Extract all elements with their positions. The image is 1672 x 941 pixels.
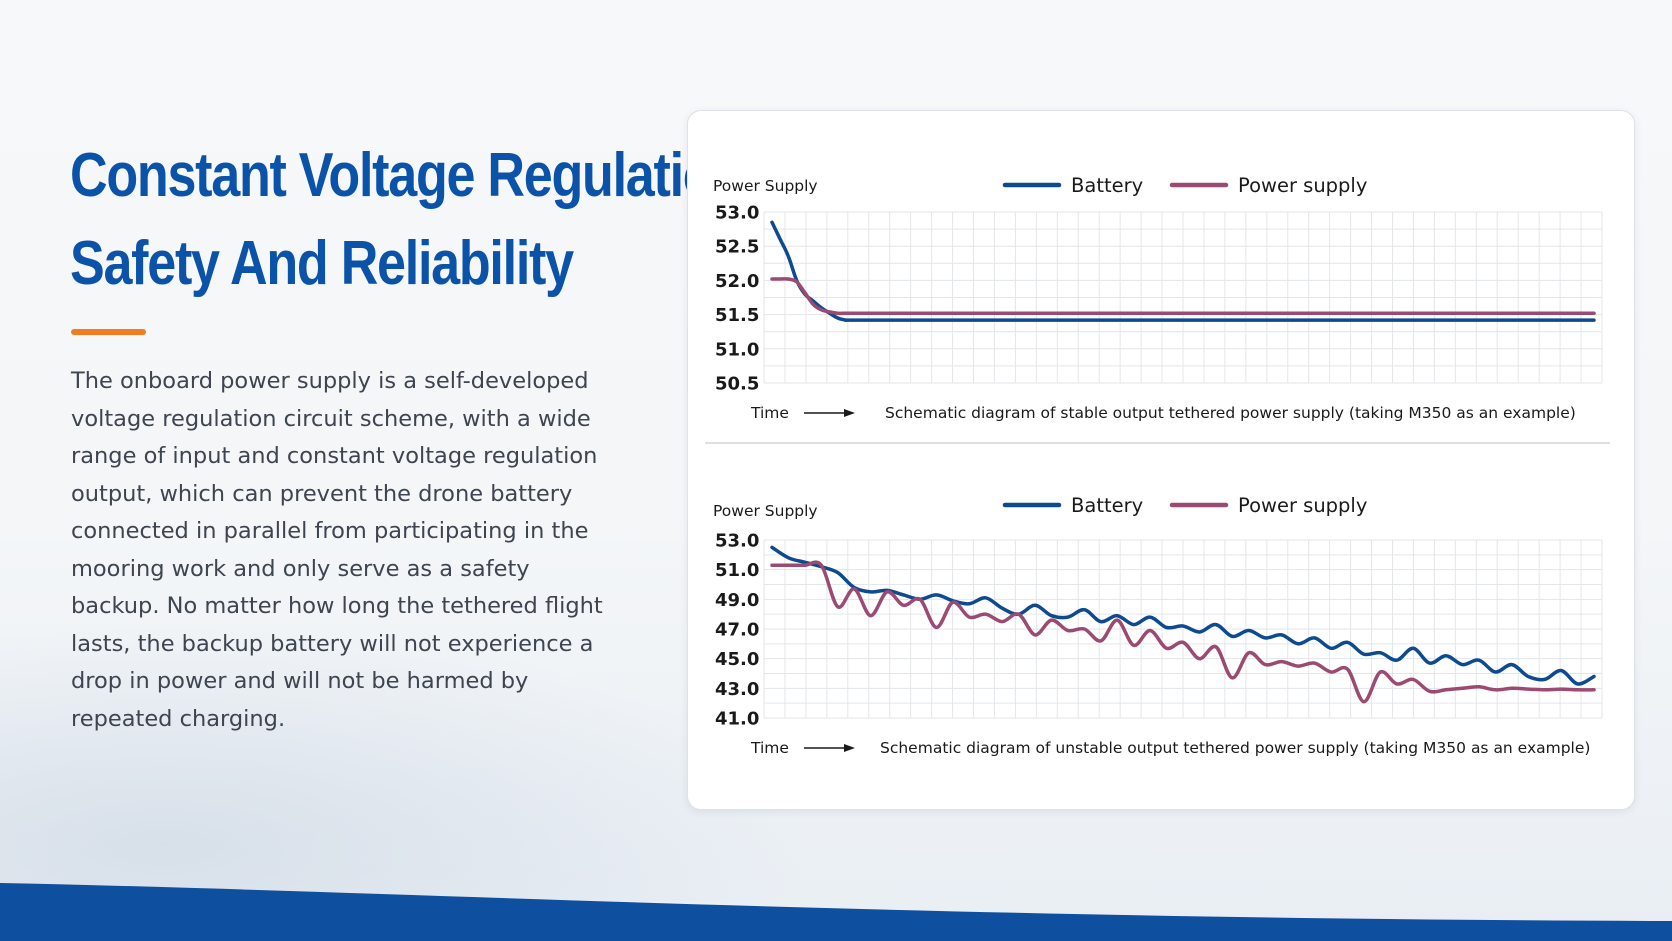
stable-output-chart: 53.0 52.5 52.0 51.5 51.0 50.5 Power Supply Batt… <box>713 174 1603 422</box>
unstable-output-chart: 53.0 51.0 49.0 47.0 45.0 43.0 41.0 Power Supply… <box>713 494 1603 757</box>
chart-caption: Schematic diagram of unstable output tet… <box>880 739 1590 757</box>
chart-grid <box>763 211 1603 384</box>
series-line-power-supply <box>770 277 1596 316</box>
time-arrow-head <box>844 409 855 417</box>
y-tick-label: 53.0 <box>715 203 759 224</box>
charts-panel <box>687 110 1635 810</box>
y-axis-title: Power Supply <box>713 177 818 195</box>
chart-grid <box>763 539 1603 719</box>
legend-label-power-supply: Power supply <box>1238 174 1367 197</box>
y-tick-label: 51.0 <box>715 339 759 360</box>
y-tick-label: 52.0 <box>715 271 759 292</box>
y-tick-label: 51.0 <box>715 560 759 581</box>
y-tick-label: 49.0 <box>715 590 759 611</box>
y-tick-label: 53.0 <box>715 531 759 552</box>
y-tick-label: 47.0 <box>715 620 759 641</box>
legend-label-power-supply: Power supply <box>1238 494 1367 517</box>
bottom-wave-band <box>0 883 1672 941</box>
chart-caption: Schematic diagram of stable output tethe… <box>885 404 1576 422</box>
legend-label-battery: Battery <box>1071 494 1143 517</box>
charts-divider <box>705 442 1610 444</box>
y-tick-label: 41.0 <box>715 709 759 730</box>
y-tick-label: 50.5 <box>715 374 759 395</box>
accent-underline <box>71 329 146 335</box>
y-tick-label: 52.5 <box>715 237 759 258</box>
x-axis-title: Time <box>750 739 789 757</box>
time-arrow-head <box>844 744 855 752</box>
y-axis-title: Power Supply <box>713 502 818 520</box>
y-tick-label: 51.5 <box>715 305 759 326</box>
y-tick-label: 43.0 <box>715 679 759 700</box>
series-line-battery <box>770 545 1596 686</box>
page-heading: Constant Voltage Regulation Safety And R… <box>70 132 872 308</box>
series-line-power-supply <box>770 560 1596 704</box>
y-tick-label: 45.0 <box>715 649 759 670</box>
body-paragraph: The onboard power supply is a self-devel… <box>71 368 603 732</box>
heading-line-1: Constant Voltage Regulation <box>70 141 745 210</box>
legend-label-battery: Battery <box>1071 174 1143 197</box>
x-axis-title: Time <box>750 404 789 422</box>
heading-line-2: Safety And Reliability <box>70 229 574 298</box>
